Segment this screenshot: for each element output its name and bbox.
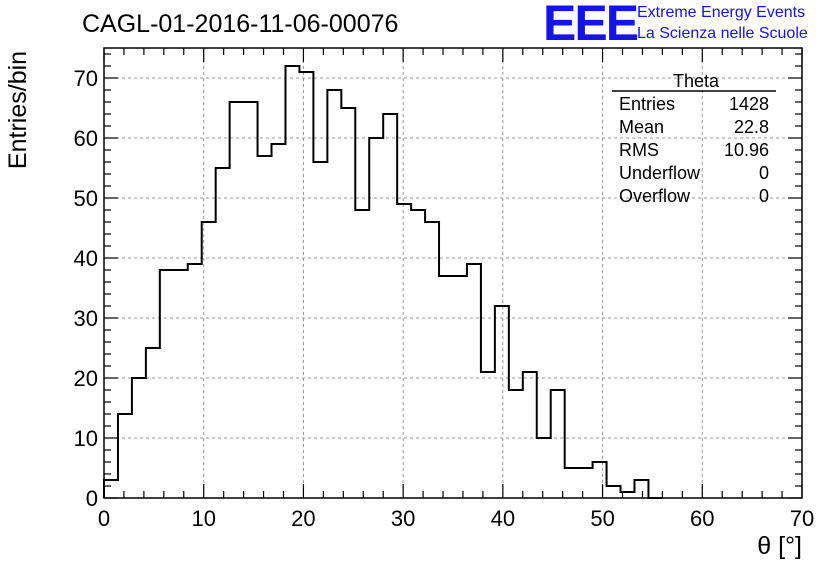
stats-label: Entries [619,94,675,114]
y-tick-label: 70 [74,66,98,91]
x-tick-label: 30 [391,506,415,531]
grid-lines [104,48,802,498]
x-tick-label: 60 [690,506,714,531]
y-tick-label: 60 [74,126,98,151]
plot-frame [103,47,803,499]
eee-logo: EEE [543,0,639,51]
chart-title: CAGL-01-2016-11-06-00076 [82,10,399,38]
stats-label: Mean [619,117,664,137]
stats-label: Overflow [619,186,691,206]
y-tick-label: 30 [74,306,98,331]
stats-value: 0 [759,163,769,183]
stats-title: Theta [673,71,720,91]
stats-label: RMS [619,140,659,160]
x-tick-label: 10 [191,506,215,531]
x-tick-label: 40 [491,506,515,531]
x-axis-label: θ [°] [757,532,802,560]
stats-label: Underflow [619,163,701,183]
x-tick-label: 70 [790,506,814,531]
tick-labels: 0 10 20 30 40 50 60 70 0 10 20 30 40 50 60 70 [74,66,815,531]
stats-box: Theta Entries 1428 Mean 22.8 RMS 10.96 Underflo… [612,71,776,206]
stats-value: 10.96 [724,140,769,160]
stats-value: 0 [759,186,769,206]
y-tick-label: 0 [86,486,98,511]
x-tick-label: 0 [98,506,110,531]
y-tick-label: 20 [74,366,98,391]
x-tick-label: 50 [590,506,614,531]
logo-subtitle-2: La Scienza nelle Scuole [637,25,808,42]
stats-value: 1428 [729,94,769,114]
y-tick-label: 40 [74,246,98,271]
logo-subtitle-1: Extreme Energy Events [637,4,806,21]
x-tick-label: 20 [291,506,315,531]
axis-ticks [103,48,803,499]
histogram-series [103,65,663,499]
stats-value: 22.8 [734,117,769,137]
y-tick-label: 10 [74,426,98,451]
y-tick-label: 50 [74,186,98,211]
